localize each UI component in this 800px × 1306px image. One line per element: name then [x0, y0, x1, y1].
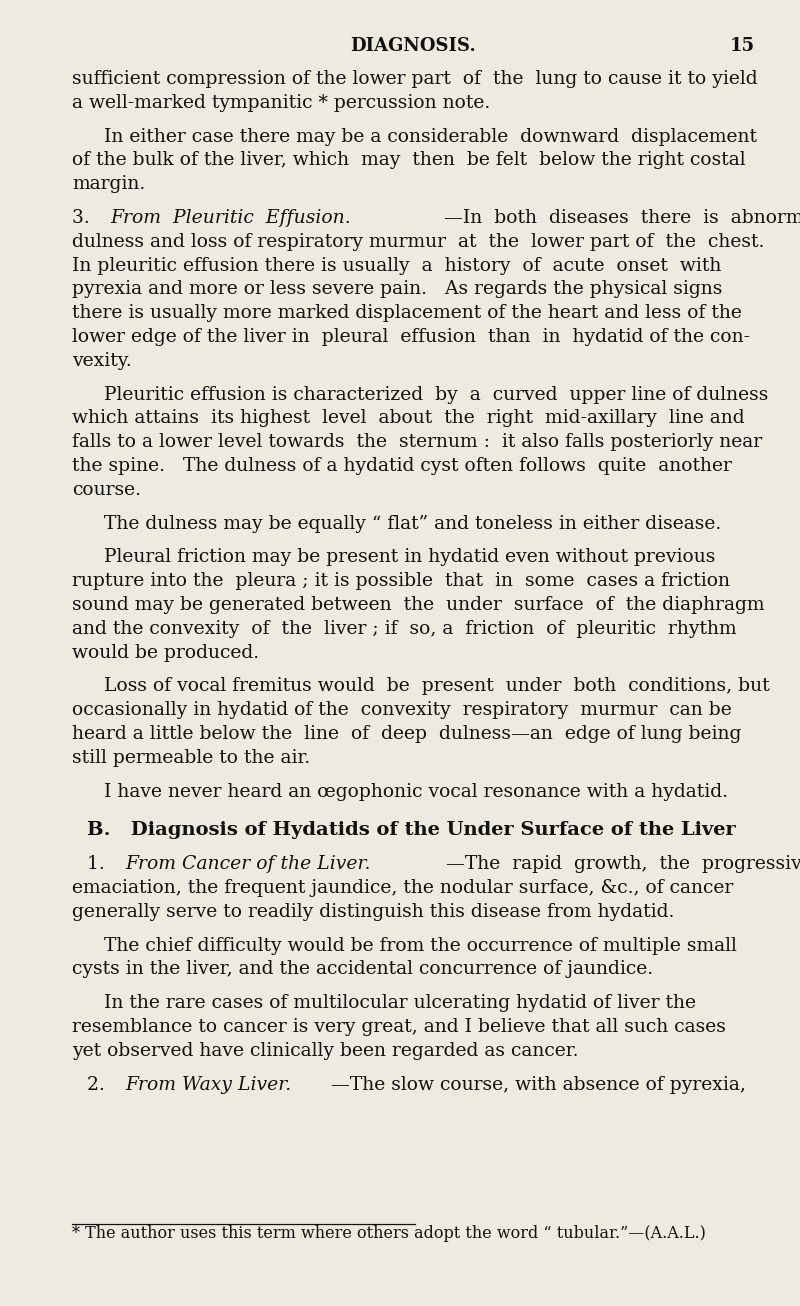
- Text: occasionally in hydatid of the  convexity  respiratory  murmur  can be: occasionally in hydatid of the convexity…: [72, 701, 732, 720]
- Text: still permeable to the air.: still permeable to the air.: [72, 748, 310, 767]
- Text: lower edge of the liver in  pleural  effusion  than  in  hydatid of the con-: lower edge of the liver in pleural effus…: [72, 328, 750, 346]
- Text: In either case there may be a considerable  downward  displacement: In either case there may be a considerab…: [104, 128, 757, 145]
- Text: heard a little below the  line  of  deep  dulness—an  edge of lung being: heard a little below the line of deep du…: [72, 725, 742, 743]
- Text: course.: course.: [72, 481, 141, 499]
- Text: From Cancer of the Liver.: From Cancer of the Liver.: [126, 855, 371, 874]
- Text: The dulness may be equally “ flat” and toneless in either disease.: The dulness may be equally “ flat” and t…: [104, 515, 722, 533]
- Text: DIAGNOSIS.: DIAGNOSIS.: [350, 37, 476, 55]
- Text: resemblance to cancer is very great, and I believe that all such cases: resemblance to cancer is very great, and…: [72, 1017, 726, 1036]
- Text: From Waxy Liver.: From Waxy Liver.: [126, 1076, 292, 1093]
- Text: —The slow course, with absence of pyrexia,: —The slow course, with absence of pyrexi…: [330, 1076, 746, 1093]
- Text: of the bulk of the liver, which  may  then  be felt  below the right costal: of the bulk of the liver, which may then…: [72, 151, 746, 170]
- Text: 1.: 1.: [87, 855, 110, 874]
- Text: —The  rapid  growth,  the  progressive: —The rapid growth, the progressive: [446, 855, 800, 874]
- Text: the spine.   The dulness of a hydatid cyst often follows  quite  another: the spine. The dulness of a hydatid cyst…: [72, 457, 732, 475]
- Text: which attains  its highest  level  about  the  right  mid-axillary  line and: which attains its highest level about th…: [72, 409, 745, 427]
- Text: 15: 15: [730, 37, 755, 55]
- Text: margin.: margin.: [72, 175, 146, 193]
- Text: generally serve to readily distinguish this disease from hydatid.: generally serve to readily distinguish t…: [72, 902, 674, 921]
- Text: pyrexia and more or less severe pain.   As regards the physical signs: pyrexia and more or less severe pain. As…: [72, 281, 722, 298]
- Text: cysts in the liver, and the accidental concurrence of jaundice.: cysts in the liver, and the accidental c…: [72, 960, 653, 978]
- Text: rupture into the  pleura ; it is possible  that  in  some  cases a friction: rupture into the pleura ; it is possible…: [72, 572, 730, 590]
- Text: Pleuritic effusion is characterized  by  a  curved  upper line of dulness: Pleuritic effusion is characterized by a…: [104, 385, 768, 404]
- Text: emaciation, the frequent jaundice, the nodular surface, &c., of cancer: emaciation, the frequent jaundice, the n…: [72, 879, 734, 897]
- Text: falls to a lower level towards  the  sternum :  it also falls posteriorly near: falls to a lower level towards the stern…: [72, 434, 762, 451]
- Text: yet observed have clinically been regarded as cancer.: yet observed have clinically been regard…: [72, 1042, 578, 1059]
- Text: Loss of vocal fremitus would  be  present  under  both  conditions, but: Loss of vocal fremitus would be present …: [104, 678, 770, 695]
- Text: 2.: 2.: [87, 1076, 111, 1093]
- Text: B.   Diagnosis of Hydatids of the Under Surface of the Liver: B. Diagnosis of Hydatids of the Under Su…: [87, 821, 736, 840]
- Text: In pleuritic effusion there is usually  a  history  of  acute  onset  with: In pleuritic effusion there is usually a…: [72, 256, 722, 274]
- Text: 3.: 3.: [72, 209, 96, 227]
- Text: The chief difficulty would be from the occurrence of multiple small: The chief difficulty would be from the o…: [104, 936, 737, 955]
- Text: a well-marked tympanitic * percussion note.: a well-marked tympanitic * percussion no…: [72, 94, 490, 112]
- Text: dulness and loss of respiratory murmur  at  the  lower part of  the  chest.: dulness and loss of respiratory murmur a…: [72, 232, 764, 251]
- Text: I have never heard an œgophonic vocal resonance with a hydatid.: I have never heard an œgophonic vocal re…: [104, 782, 728, 801]
- Text: sufficient compression of the lower part  of  the  lung to cause it to yield: sufficient compression of the lower part…: [72, 71, 758, 88]
- Text: From  Pleuritic  Effusion.: From Pleuritic Effusion.: [110, 209, 351, 227]
- Text: * The author uses this term where others adopt the word “ tubular.”—(A.A.L.): * The author uses this term where others…: [72, 1225, 706, 1242]
- Text: sound may be generated between  the  under  surface  of  the diaphragm: sound may be generated between the under…: [72, 596, 765, 614]
- Text: and the convexity  of  the  liver ; if  so, a  friction  of  pleuritic  rhythm: and the convexity of the liver ; if so, …: [72, 620, 737, 637]
- Text: —In  both  diseases  there  is  abnormal: —In both diseases there is abnormal: [444, 209, 800, 227]
- Text: vexity.: vexity.: [72, 351, 132, 370]
- Text: In the rare cases of multilocular ulcerating hydatid of liver the: In the rare cases of multilocular ulcera…: [104, 994, 696, 1012]
- Text: would be produced.: would be produced.: [72, 644, 259, 662]
- Text: Pleural friction may be present in hydatid even without previous: Pleural friction may be present in hydat…: [104, 549, 715, 567]
- Text: there is usually more marked displacement of the heart and less of the: there is usually more marked displacemen…: [72, 304, 742, 323]
